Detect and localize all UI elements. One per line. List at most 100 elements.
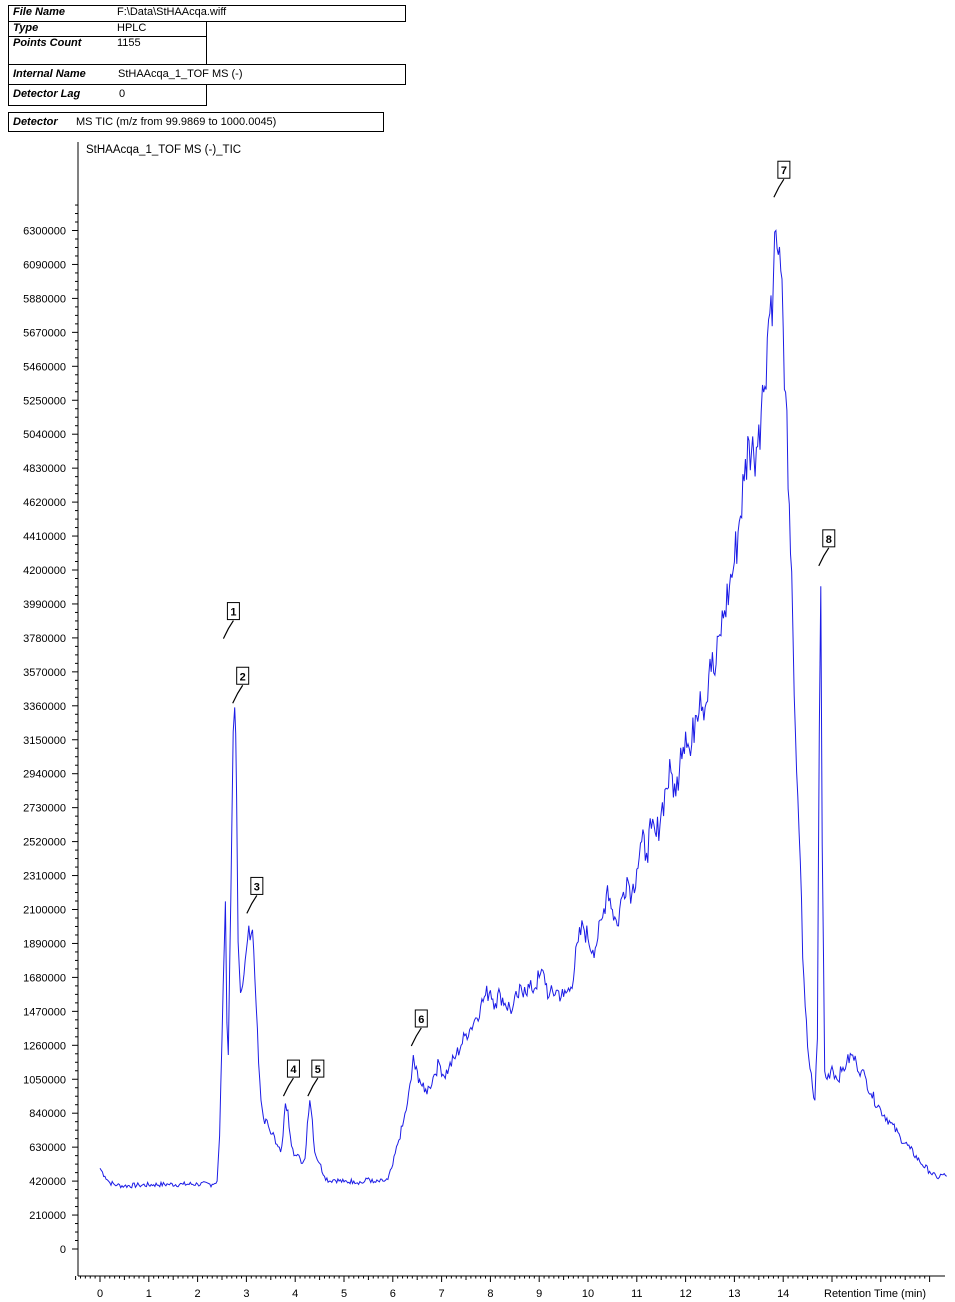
peak-marker: 5 [307, 1059, 325, 1097]
x-tick-label: 12 [679, 1288, 691, 1300]
peak-label-box [250, 876, 264, 895]
peak-label-box [777, 160, 791, 179]
peak-label: 4 [290, 1064, 297, 1076]
peak-label-box [236, 666, 250, 685]
points-count-key: Points Count [13, 37, 82, 49]
internal-name-value: StHAAcqa_1_TOF MS (-) [118, 68, 243, 80]
x-tick-label: 2 [195, 1288, 201, 1300]
peak-leader-line [818, 547, 830, 567]
peak-label: 7 [781, 165, 787, 177]
y-tick-label: 5250000 [23, 395, 66, 407]
file-name-value: F:\Data\StHAAcqa.wiff [117, 6, 227, 18]
x-tick-label: 9 [536, 1288, 542, 1300]
peak-label: 6 [418, 1014, 424, 1026]
file-name-key: File Name [13, 6, 65, 18]
y-tick-label: 420000 [29, 1176, 66, 1188]
y-tick-label: 840000 [29, 1108, 66, 1120]
x-tick-label: 11 [631, 1288, 642, 1300]
x-tick-label: 3 [243, 1288, 249, 1300]
peak-label-box [414, 1009, 428, 1028]
y-axis-ticks: 0 210000 420000 630000 840000 1050000 1260000 1… [23, 204, 78, 1256]
y-tick-label: 2520000 [23, 837, 66, 849]
peak-label: 8 [826, 534, 832, 546]
y-tick-label: 5880000 [23, 293, 66, 305]
detector-lag-value: 0 [119, 88, 126, 100]
peak-leader-line [246, 895, 258, 914]
peak-label: 3 [254, 881, 260, 893]
y-tick-label: 3150000 [23, 735, 66, 747]
peak-label-box [311, 1059, 325, 1078]
detector-lag-key: Detector Lag [13, 88, 81, 100]
x-tick-label: 10 [582, 1288, 594, 1300]
peak-label: 1 [230, 607, 236, 619]
y-tick-label: 6300000 [23, 226, 66, 238]
x-tick-label: 4 [292, 1288, 298, 1300]
peak-marker: 2 [232, 666, 250, 704]
peak-leader-line [222, 620, 234, 639]
peak-leader-line [282, 1077, 294, 1097]
type-value: HPLC [117, 22, 147, 34]
peak-leader-line [232, 684, 244, 704]
tic-trace-line [99, 229, 947, 1189]
y-tick-label: 1470000 [23, 1006, 66, 1018]
y-tick-label: 2730000 [23, 803, 66, 815]
y-tick-label: 5040000 [23, 429, 66, 441]
y-tick-label: 5460000 [23, 361, 66, 373]
peak-markers: 1 2 3 4 5 6 7 8 [222, 160, 836, 1097]
peak-label-box [286, 1059, 300, 1078]
x-tick-label: 5 [341, 1288, 347, 1300]
y-tick-label: 2100000 [23, 905, 66, 917]
y-tick-label: 630000 [29, 1142, 66, 1154]
peak-marker: 3 [246, 876, 264, 914]
file-info-box: Detector MS TIC (m/z from 99.9869 to 100… [8, 112, 384, 132]
peak-label-box [822, 529, 836, 548]
peak-marker: 1 [222, 602, 240, 639]
y-tick-label: 1260000 [23, 1040, 66, 1052]
x-tick-label: 0 [97, 1288, 103, 1300]
peak-marker: 7 [773, 160, 791, 198]
peak-marker: 8 [818, 529, 836, 567]
peak-leader-line [307, 1077, 319, 1097]
x-tick-label: 6 [390, 1288, 396, 1300]
y-tick-label: 6090000 [23, 259, 66, 271]
y-tick-label: 1680000 [23, 972, 66, 984]
peak-label: 5 [315, 1064, 321, 1076]
x-tick-label: 1 [146, 1288, 152, 1300]
internal-name-key: Internal Name [13, 68, 86, 80]
type-key: Type [13, 22, 39, 34]
points-count-value: 1155 [117, 37, 141, 49]
x-axis-label: Retention Time (min) [824, 1288, 926, 1300]
y-tick-label: 3990000 [23, 599, 66, 611]
y-tick-label: 3780000 [23, 633, 66, 645]
trace-layer [99, 229, 947, 1189]
y-tick-label: 2940000 [23, 769, 66, 781]
file-info-box: File Name F:\Data\StHAAcqa.wiff [8, 5, 406, 22]
y-tick-label: 4620000 [23, 497, 66, 509]
y-tick-label: 0 [60, 1244, 66, 1256]
y-tick-label: 2310000 [23, 871, 66, 883]
peak-label-box [226, 602, 240, 621]
detector-value: MS TIC (m/z from 99.9869 to 1000.0045) [76, 116, 277, 128]
peak-marker: 4 [282, 1059, 300, 1097]
y-tick-label: 4830000 [23, 463, 66, 475]
y-tick-label: 4200000 [23, 565, 66, 577]
x-tick-label: 8 [487, 1288, 493, 1300]
x-axis-ticks: 0 1 2 3 4 5 6 7 8 9 10 11 12 13 14 [75, 1276, 931, 1300]
detector-key: Detector [13, 116, 58, 128]
peak-label: 2 [240, 671, 246, 683]
y-tick-label: 1050000 [23, 1074, 66, 1086]
y-tick-label: 3360000 [23, 701, 66, 713]
file-info-box: Detector Lag 0 [8, 84, 207, 106]
x-tick-label: 13 [728, 1288, 740, 1300]
y-tick-label: 210000 [29, 1210, 66, 1222]
x-tick-label: 7 [439, 1288, 445, 1300]
peak-marker: 6 [410, 1009, 428, 1047]
file-info-box: Internal Name StHAAcqa_1_TOF MS (-) [8, 64, 406, 85]
trace-title: StHAAcqa_1_TOF MS (-)_TIC [86, 144, 241, 156]
y-tick-label: 3570000 [23, 667, 66, 679]
peak-leader-line [773, 178, 785, 198]
y-tick-label: 4410000 [23, 531, 66, 543]
x-tick-label: 14 [777, 1288, 789, 1300]
y-tick-label: 5670000 [23, 327, 66, 339]
